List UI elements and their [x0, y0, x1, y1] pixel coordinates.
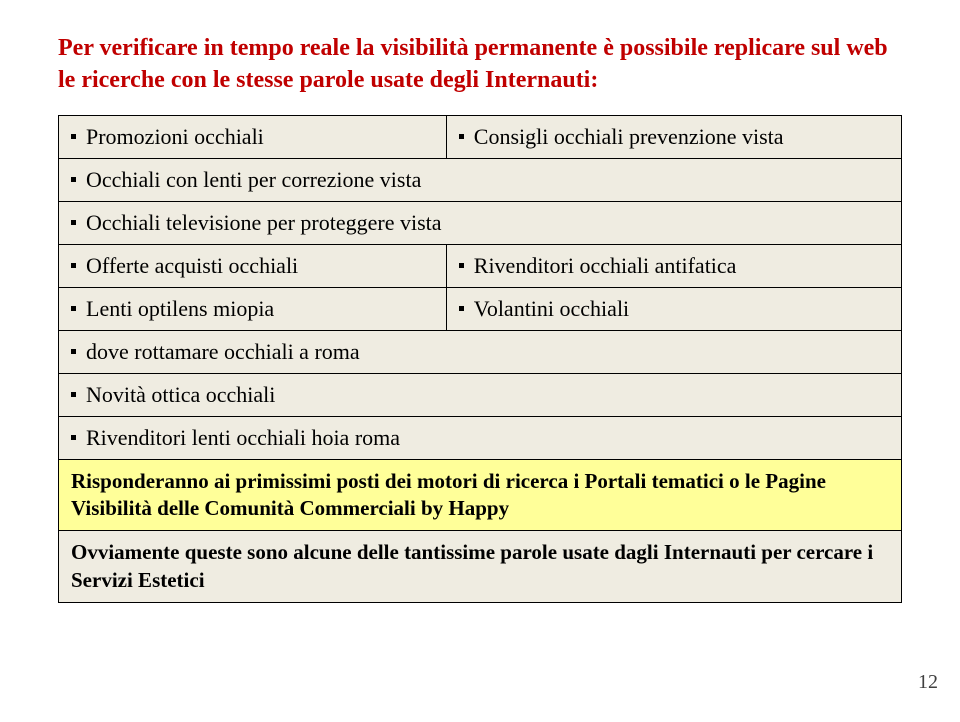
cell-text: dove rottamare occhiali a roma [86, 339, 360, 364]
cell-full: dove rottamare occhiali a roma [59, 330, 902, 373]
cell-text: Consigli occhiali prevenzione vista [474, 124, 784, 149]
cell-full: Occhiali televisione per proteggere vist… [59, 201, 902, 244]
table-row: Promozioni occhiali Consigli occhiali pre… [59, 115, 902, 158]
cell-text: Occhiali televisione per proteggere vist… [86, 210, 442, 235]
bullet-icon [459, 263, 464, 268]
table-row: Occhiali televisione per proteggere vist… [59, 201, 902, 244]
cell-text: Volantini occhiali [474, 296, 629, 321]
bullet-icon [71, 134, 76, 139]
highlight-row: Risponderanno ai primissimi posti dei mo… [59, 459, 902, 531]
cell-full: Occhiali con lenti per correzione vista [59, 158, 902, 201]
page-heading: Per verificare in tempo reale la visibil… [58, 32, 902, 97]
summary-row: Ovviamente queste sono alcune delle tant… [59, 531, 902, 603]
cell-left: Lenti optilens miopia [59, 287, 447, 330]
cell-left: Promozioni occhiali [59, 115, 447, 158]
table-row: Occhiali con lenti per correzione vista [59, 158, 902, 201]
cell-text: Novità ottica occhiali [86, 382, 275, 407]
bullet-icon [71, 392, 76, 397]
summary-text: Ovviamente queste sono alcune delle tant… [71, 540, 873, 591]
table-row: Lenti optilens miopia Volantini occhiali [59, 287, 902, 330]
bullet-icon [71, 220, 76, 225]
cell-text: Rivenditori lenti occhiali hoia roma [86, 425, 400, 450]
cell-text: Lenti optilens miopia [86, 296, 274, 321]
cell-right: Rivenditori occhiali antifatica [446, 244, 901, 287]
cell-right: Volantini occhiali [446, 287, 901, 330]
table-row: Offerte acquisti occhiali Rivenditori occ… [59, 244, 902, 287]
table-row: Rivenditori lenti occhiali hoia roma [59, 416, 902, 459]
cell-full: Novità ottica occhiali [59, 373, 902, 416]
bullet-icon [71, 306, 76, 311]
cell-full: Rivenditori lenti occhiali hoia roma [59, 416, 902, 459]
cell-right: Consigli occhiali prevenzione vista [446, 115, 901, 158]
keywords-table: Promozioni occhiali Consigli occhiali pre… [58, 115, 902, 603]
bullet-icon [459, 134, 464, 139]
bullet-icon [71, 349, 76, 354]
cell-text: Rivenditori occhiali antifatica [474, 253, 737, 278]
table-row: Novità ottica occhiali [59, 373, 902, 416]
bullet-icon [459, 306, 464, 311]
bullet-icon [71, 263, 76, 268]
cell-text: Occhiali con lenti per correzione vista [86, 167, 421, 192]
table-row: dove rottamare occhiali a roma [59, 330, 902, 373]
cell-text: Promozioni occhiali [86, 124, 264, 149]
highlight-text: Risponderanno ai primissimi posti dei mo… [71, 469, 826, 520]
bullet-icon [71, 435, 76, 440]
cell-text: Offerte acquisti occhiali [86, 253, 298, 278]
page-number: 12 [918, 671, 938, 694]
bullet-icon [71, 177, 76, 182]
cell-left: Offerte acquisti occhiali [59, 244, 447, 287]
